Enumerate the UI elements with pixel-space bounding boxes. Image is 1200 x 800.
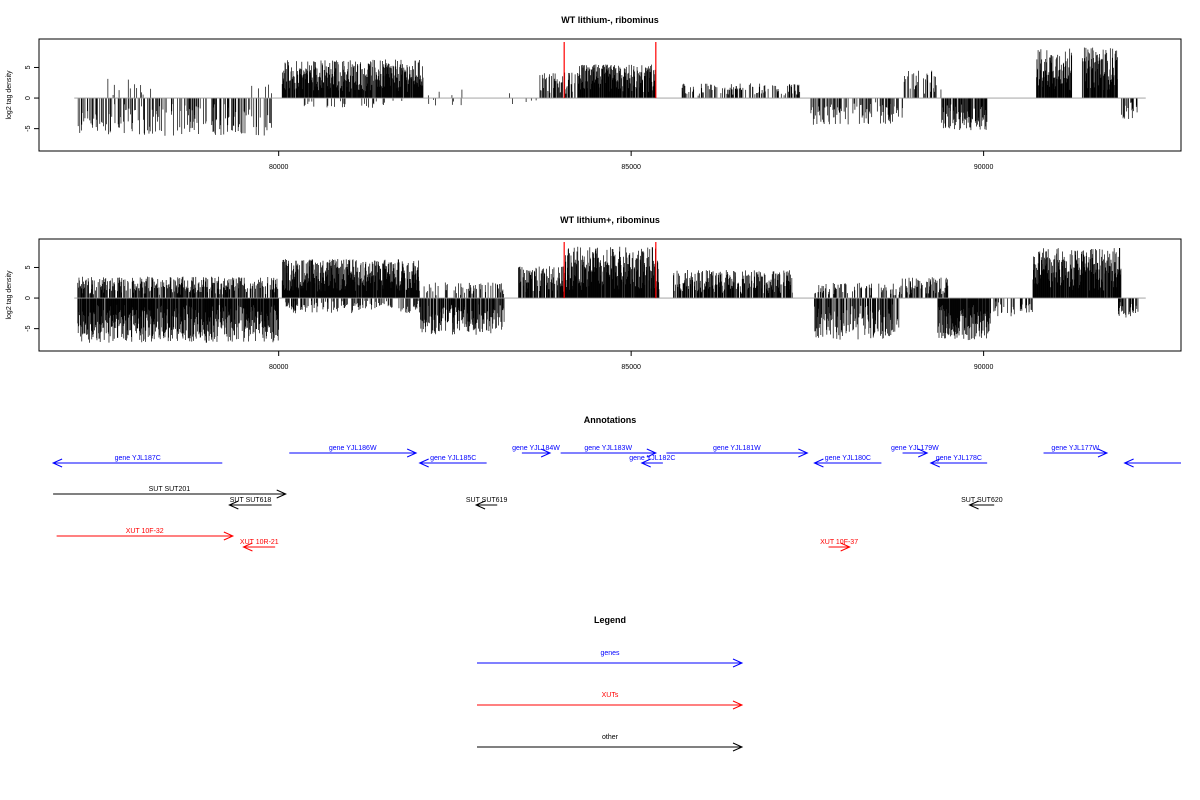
y-tick-label: -5 bbox=[25, 125, 32, 131]
feature-gene-yjl178c: gene YJL178C bbox=[929, 455, 988, 468]
feature-label: gene YJL184W bbox=[512, 445, 560, 452]
panel-title: WT lithium-, ribominus bbox=[561, 15, 659, 25]
legend: Legend genes XUTs other bbox=[477, 615, 744, 752]
feature-gene-yjl187c: gene YJL187C bbox=[51, 455, 223, 468]
feature-sut-sut619: SUT SUT619 bbox=[466, 497, 508, 510]
y-axis-label: log2 tag density bbox=[6, 70, 13, 120]
feature-label: gene YJL180C bbox=[825, 455, 871, 462]
density-bars bbox=[77, 246, 1139, 343]
feature-gene-yjl186w: gene YJL186W bbox=[289, 445, 418, 458]
x-tick-label: 80000 bbox=[269, 164, 289, 171]
feature-gene-yjl185c: gene YJL185C bbox=[418, 455, 487, 468]
feature-gene-yjl180c: gene YJL180C bbox=[813, 455, 882, 468]
y-tick-label: 0 bbox=[25, 296, 32, 300]
feature-arrow-head bbox=[406, 448, 418, 458]
density-bars bbox=[77, 47, 1138, 136]
feature-xut-10r-21: XUT 10R-21 bbox=[240, 539, 279, 552]
feature-label: gene YJL186W bbox=[329, 445, 377, 452]
feature-gene-yjl181w: gene YJL181W bbox=[666, 445, 809, 458]
feature-arrow-head bbox=[1123, 458, 1134, 468]
feature-tracks: gene YJL187C gene YJL186W gene YJL185C gene… bbox=[51, 445, 1181, 552]
feature-gene-yjl179w: gene YJL179W bbox=[891, 445, 939, 458]
highlight-markers bbox=[563, 42, 657, 99]
feature-label: gene YJL185C bbox=[430, 455, 476, 462]
feature-arrow-head bbox=[813, 458, 824, 468]
feature-label: gene YJL178C bbox=[936, 455, 982, 462]
y-tick-label: 0 bbox=[25, 96, 32, 100]
feature-label: XUT 10F-32 bbox=[126, 528, 164, 535]
density-panel-lithium-minus: WT lithium-, ribominus log2 tag density … bbox=[6, 15, 1182, 171]
feature-arrow-head bbox=[242, 542, 253, 552]
y-axis: -5 0 5 bbox=[25, 265, 40, 332]
y-tick-label: 5 bbox=[25, 65, 32, 69]
x-tick-label: 85000 bbox=[621, 364, 641, 371]
feature-arrow-head bbox=[646, 448, 658, 458]
feature-xut-10f-32: XUT 10F-32 bbox=[56, 528, 235, 541]
highlight-markers bbox=[563, 242, 657, 299]
x-axis: 80000 85000 90000 bbox=[269, 150, 994, 171]
feature-arrow-head bbox=[223, 531, 235, 541]
feature-arrow-head bbox=[51, 458, 63, 468]
feature-label: XUT 10R-21 bbox=[240, 539, 279, 546]
y-tick-label: 5 bbox=[25, 265, 32, 269]
feature-arrow-head bbox=[840, 542, 851, 552]
legend-arrow-head bbox=[732, 742, 744, 752]
y-tick-label: -5 bbox=[25, 325, 32, 331]
feature-label: SUT SUT618 bbox=[230, 497, 272, 504]
panel-title: WT lithium+, ribominus bbox=[560, 215, 660, 225]
feature-arrow-head bbox=[640, 458, 651, 468]
legend-title: Legend bbox=[594, 615, 626, 625]
feature-sut-sut620: SUT SUT620 bbox=[961, 497, 1003, 510]
feature-label: gene YJL177W bbox=[1051, 445, 1099, 452]
x-tick-label: 90000 bbox=[974, 364, 994, 371]
density-panel-lithium-plus: WT lithium+, ribominus log2 tag density … bbox=[6, 215, 1182, 371]
feature-label: gene YJL179W bbox=[891, 445, 939, 452]
feature-label: gene YJL187C bbox=[115, 455, 161, 462]
feature-label: SUT SUT619 bbox=[466, 497, 508, 504]
y-axis-label: log2 tag density bbox=[6, 270, 13, 320]
x-axis: 80000 85000 90000 bbox=[269, 350, 994, 371]
feature-arrow-head bbox=[540, 448, 552, 458]
feature-label: XUT 10F-37 bbox=[820, 539, 858, 546]
feature-sut-sut618: SUT SUT618 bbox=[228, 497, 272, 510]
feature-unlabeled bbox=[1123, 458, 1181, 468]
legend-label: other bbox=[602, 734, 619, 741]
feature-arrow-head bbox=[474, 500, 486, 510]
feature-gene-yjl177w: gene YJL177W bbox=[1043, 445, 1109, 458]
feature-arrow-head bbox=[228, 500, 239, 510]
legend-item-genes: genes bbox=[477, 650, 744, 668]
feature-arrow-head bbox=[798, 448, 809, 458]
feature-xut-10f-37: XUT 10F-37 bbox=[820, 539, 858, 552]
feature-label: SUT SUT620 bbox=[961, 497, 1003, 504]
feature-gene-yjl183w: gene YJL183W bbox=[560, 445, 658, 458]
feature-arrow-head bbox=[418, 458, 429, 468]
legend-items: genes XUTs other bbox=[477, 650, 744, 752]
x-tick-label: 85000 bbox=[621, 164, 641, 171]
legend-item-other: other bbox=[477, 734, 744, 752]
annotations-title: Annotations bbox=[584, 415, 637, 425]
feature-label: gene YJL183W bbox=[584, 445, 632, 452]
feature-gene-yjl184w: gene YJL184W bbox=[512, 445, 560, 458]
feature-sut-sut201: SUT SUT201 bbox=[53, 486, 287, 499]
feature-label: gene YJL181W bbox=[713, 445, 761, 452]
x-tick-label: 80000 bbox=[269, 364, 289, 371]
legend-arrow-head bbox=[732, 700, 744, 710]
x-tick-label: 90000 bbox=[974, 164, 994, 171]
feature-arrow-head bbox=[1097, 448, 1109, 458]
feature-arrow-head bbox=[929, 458, 940, 468]
legend-arrow-head bbox=[732, 658, 744, 668]
feature-arrow-head bbox=[918, 448, 929, 458]
feature-arrow-head bbox=[276, 489, 287, 499]
feature-label: gene YJL182C bbox=[629, 455, 675, 462]
legend-label: XUTs bbox=[602, 692, 619, 699]
legend-label: genes bbox=[600, 650, 620, 657]
y-axis: -5 0 5 bbox=[25, 65, 40, 132]
legend-item-xuts: XUTs bbox=[477, 692, 744, 710]
feature-arrow-head bbox=[968, 500, 979, 510]
feature-label: SUT SUT201 bbox=[149, 486, 191, 493]
feature-gene-yjl182c: gene YJL182C bbox=[629, 455, 675, 468]
